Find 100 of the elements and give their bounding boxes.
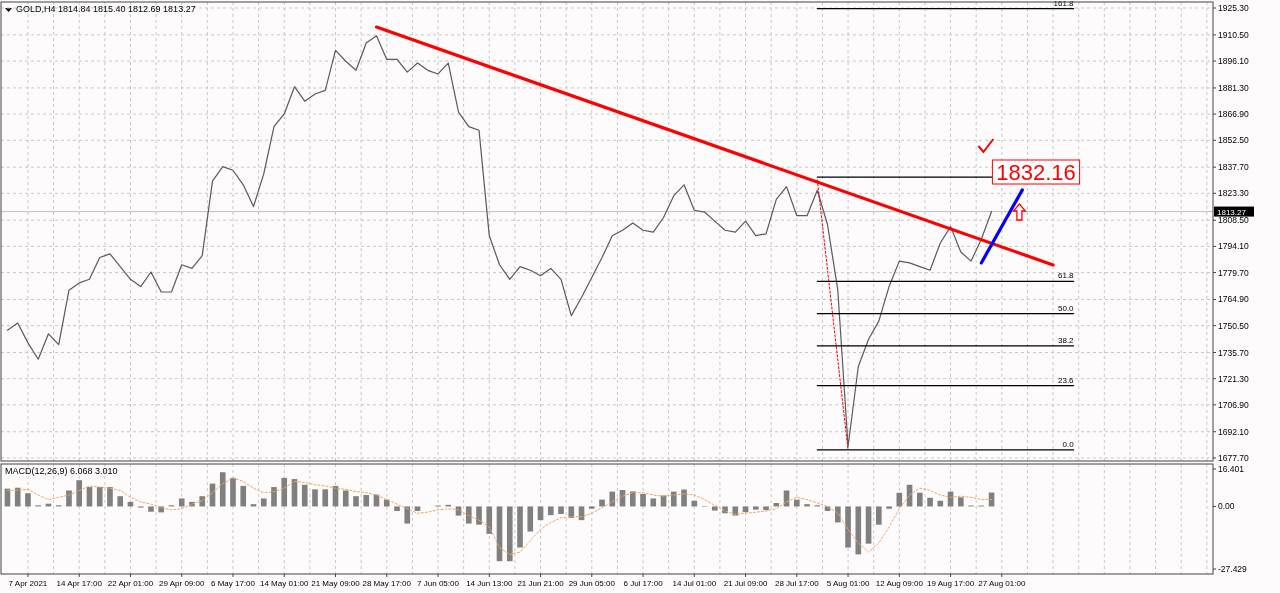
bar	[322, 489, 329, 507]
bar	[804, 504, 810, 507]
bar	[763, 506, 769, 511]
bar	[670, 491, 677, 507]
bar	[107, 487, 113, 507]
y-tick-label: 1837.70	[1218, 162, 1249, 173]
bar	[312, 489, 318, 507]
x-tick-label: 21 Jun 21:00	[517, 579, 565, 588]
x-tick-label: 29 Jun 05:00	[568, 579, 616, 588]
bar	[353, 496, 359, 507]
bar	[752, 506, 759, 510]
bar	[896, 492, 903, 507]
y-tick-label: 1794.10	[1218, 241, 1249, 252]
x-tick-label: 7 Apr 2021	[8, 579, 48, 588]
y-tick-label: 1896.10	[1218, 56, 1249, 67]
y-tick-label: 1910.50	[1218, 29, 1249, 40]
bar	[537, 506, 544, 521]
bar	[927, 497, 933, 507]
bar	[465, 506, 472, 524]
series-label: 50.0	[1058, 303, 1075, 313]
bar	[363, 495, 370, 507]
bar	[629, 491, 636, 507]
bar	[25, 493, 31, 507]
bar	[476, 506, 482, 525]
x-tick-label: 12 Aug 09:00	[875, 579, 924, 588]
bar	[517, 506, 523, 548]
y-tick-label: 1750.50	[1218, 320, 1249, 331]
bar	[547, 506, 554, 516]
bar	[394, 506, 400, 512]
ref-line-label: 1813.27	[1217, 207, 1247, 217]
y-tick-label: 0.00	[1218, 501, 1235, 512]
bar	[271, 487, 277, 507]
bar	[117, 496, 124, 507]
bar	[506, 506, 513, 562]
y-tick-label: 1764.90	[1218, 294, 1249, 305]
bar	[240, 485, 247, 507]
annotation: 1832.16	[996, 160, 1076, 185]
x-tick-label: 14 Jul 01:00	[672, 579, 717, 588]
bar	[588, 506, 595, 509]
bar	[404, 506, 411, 524]
chart-title: MACD(12,26,9) 6.068 3.010	[5, 466, 118, 476]
bar	[855, 506, 862, 555]
bar	[681, 489, 687, 507]
x-tick-label: 29 Apr 09:00	[159, 579, 205, 588]
y-tick-label: 1852.50	[1218, 135, 1249, 146]
bar	[342, 490, 349, 507]
bar	[414, 506, 421, 512]
bar	[599, 499, 605, 507]
bar	[76, 480, 83, 507]
bar	[886, 506, 892, 509]
bar	[845, 506, 851, 548]
bar	[937, 500, 944, 507]
bar	[865, 506, 872, 544]
y-tick-label: 1677.70	[1218, 452, 1249, 463]
bar	[486, 506, 493, 534]
bar	[742, 506, 749, 513]
x-tick-label: 21 Jul 09:00	[723, 579, 768, 588]
bar	[732, 506, 739, 516]
bar	[640, 493, 646, 507]
bar	[230, 477, 236, 507]
y-tick-label: -27.429	[1218, 564, 1248, 575]
x-tick-label: 14 May 01:00	[260, 579, 310, 588]
bar	[281, 477, 288, 507]
x-tick-label: 22 Apr 01:00	[107, 579, 154, 588]
bar	[558, 506, 564, 514]
series-label: 0.0	[1062, 439, 1075, 449]
x-tick-label: 28 Jul 17:00	[775, 579, 820, 588]
bar	[691, 500, 698, 507]
bar	[875, 506, 882, 525]
y-tick-label: 1692.10	[1218, 426, 1249, 437]
x-tick-label: 6 May 17:00	[210, 579, 256, 588]
y-tick-label: 16.401	[1218, 464, 1245, 475]
y-tick-label: 1779.70	[1218, 267, 1249, 278]
bar	[773, 503, 780, 507]
bar	[527, 506, 534, 532]
series-label: 161.8	[1053, 0, 1075, 8]
x-tick-label: 6 Jul 17:00	[623, 579, 664, 588]
bar	[260, 498, 267, 507]
bar	[917, 492, 923, 507]
bar	[793, 499, 800, 507]
series-label: 23.6	[1058, 375, 1075, 385]
bar	[148, 506, 154, 512]
y-tick-label: 1881.30	[1218, 82, 1249, 93]
y-tick-label: 1808.50	[1218, 215, 1249, 226]
x-tick-label: 27 Aug 01:00	[978, 579, 1026, 588]
x-tick-label: 14 Jun 13:00	[466, 579, 513, 588]
x-tick-label: 5 Aug 01:00	[826, 579, 870, 588]
x-tick-label: 28 May 17:00	[362, 579, 412, 588]
bar	[14, 487, 21, 507]
series-label: 61.8	[1058, 271, 1075, 281]
bar	[178, 498, 185, 507]
bar	[96, 487, 103, 507]
y-tick-label: 1721.30	[1218, 373, 1249, 384]
bar	[834, 506, 841, 523]
y-tick-label: 1866.90	[1218, 109, 1249, 120]
bar	[711, 506, 718, 511]
line-series	[6, 35, 993, 448]
series-label: 38.2	[1058, 335, 1075, 345]
y-tick-label: 1823.30	[1218, 188, 1249, 199]
bar	[958, 497, 964, 507]
